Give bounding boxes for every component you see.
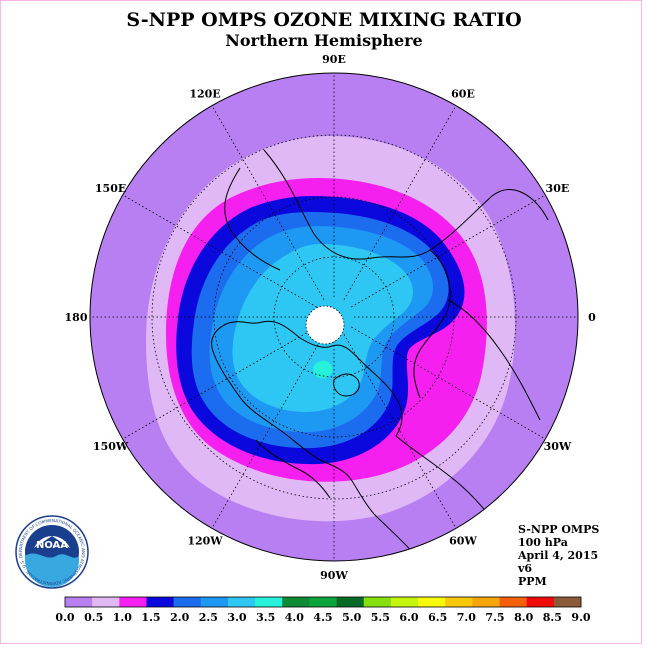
coast-alaska-canada (211, 320, 301, 401)
colorbar-swatch (227, 597, 256, 607)
coast-gulf-mexico (255, 439, 331, 499)
coastlines (211, 149, 549, 557)
colorbar-swatch (363, 597, 392, 607)
colorbar-swatch (418, 597, 446, 607)
colorbar-tick-label: 4.0 (285, 611, 304, 624)
longitude-labels: 90E 60E 30E 0 30W 60W 90W 120W 150W 180 150E 120E (65, 53, 597, 582)
info-version: v6 (517, 562, 532, 575)
meridian-line (211, 105, 325, 300)
info-instrument: S-NPP OMPS (518, 523, 599, 536)
lon-60w-label: 60W (449, 534, 477, 547)
coast-africa-north (447, 299, 541, 421)
lon-150w-label: 150W (93, 440, 129, 453)
colorbar-swatch (146, 597, 174, 607)
colorbar-tick-label: 8.0 (514, 611, 533, 624)
lat-circle-30 (151, 134, 517, 500)
coast-north-america (241, 399, 417, 557)
logo-ring-textpath: NATIONAL OCEANIC AND ATMOSPHERIC ADMINIS… (0, 0, 86, 586)
colorbar-tick-label: 5.5 (371, 611, 390, 624)
meridian-line (122, 194, 317, 308)
colorbar-swatch (282, 597, 310, 607)
band-3.5-4.0 (313, 360, 333, 379)
colorbar-tick-label: 7.0 (457, 611, 476, 624)
meridians (90, 73, 578, 561)
colorbar-swatch (173, 597, 202, 607)
graticule (90, 73, 578, 561)
page-title: S-NPP OMPS OZONE MIXING RATIO (126, 9, 521, 31)
page-subtitle: Northern Hemisphere (225, 31, 422, 50)
meridian-line (351, 194, 546, 308)
logo-text: NOAA (36, 540, 68, 551)
lon-150e-label: 150E (95, 182, 126, 195)
colorbar-tick-label: 1.5 (141, 611, 160, 624)
lon-90e-label: 90E (322, 53, 346, 66)
info-date: April 4, 2015 (517, 549, 598, 562)
info-units: PPM (518, 575, 547, 588)
lon-30w-label: 30W (544, 440, 572, 453)
colorbar-tick-label: 0.5 (84, 611, 103, 624)
colorbar-swatch (309, 597, 337, 607)
pole-no-data (305, 305, 345, 345)
colorbar-swatch (445, 597, 473, 607)
colorbar-outline (64, 596, 582, 608)
meridian-line (122, 326, 317, 440)
colorbar-swatch (92, 597, 120, 607)
meridian-line (351, 326, 546, 440)
colorbar-tick-label: 6.0 (399, 611, 418, 624)
coast-europe (413, 249, 451, 399)
colorbar-swatch (200, 597, 229, 607)
colorbar: 0.0 0.5 1.0 1.5 2.0 2.5 3.0 3.5 4.0 4.5 5.0 5.5 6.0 6… (55, 596, 591, 624)
lon-120w-label: 120W (187, 534, 223, 547)
colorbar-swatch (119, 597, 147, 607)
colorbar-swatch (255, 597, 283, 607)
colorbar-swatch (390, 597, 419, 607)
lon-180-label: 180 (65, 311, 88, 324)
colorbar-swatch (65, 597, 93, 607)
noaa-logo: NOAA NATIONAL OCEANIC AND ATMOSPHERIC AD… (0, 0, 89, 589)
colorbar-swatch (553, 597, 582, 607)
coast-eurasia (263, 149, 549, 260)
colorbar-tick-label: 1.0 (113, 611, 132, 624)
logo-wave-icon (25, 553, 79, 587)
map-boundary (89, 72, 579, 562)
lon-30e-label: 30E (546, 182, 570, 195)
coast-arctic-canada (299, 337, 403, 437)
colorbar-tick-label: 7.5 (485, 611, 504, 624)
colorbar-tick-label: 5.0 (342, 611, 361, 624)
lon-90w-label: 90W (320, 569, 348, 582)
band-3.0-3.5-east (356, 278, 400, 322)
colorbar-tick-label: 3.0 (227, 611, 246, 624)
logo-bird-icon (34, 536, 70, 548)
colorbar-tick-label: 8.5 (543, 611, 562, 624)
colorbar-tick-label: 9.0 (571, 611, 590, 624)
meridian-line (343, 105, 457, 300)
colorbar-tick-label: 3.5 (256, 611, 275, 624)
meridian-line (343, 334, 457, 529)
lon-60e-label: 60E (451, 88, 475, 101)
lon-0-label: 0 (588, 311, 596, 324)
coast-greenland (333, 373, 360, 397)
lon-120e-label: 120E (189, 88, 220, 101)
colorbar-swatch (336, 597, 365, 607)
colorbar-tick-label: 2.5 (199, 611, 218, 624)
logo-ring-text: NATIONAL OCEANIC AND ATMOSPHERIC ADMINIS… (0, 0, 86, 586)
colorbar-swatch (526, 597, 555, 607)
coast-east-siberia (224, 167, 281, 271)
colorbar-tick-label: 4.5 (313, 611, 332, 624)
colorbar-tick-label: 2.0 (170, 611, 189, 624)
colorbar-swatch (499, 597, 527, 607)
colorbar-tick-label: 6.5 (428, 611, 447, 624)
colorbar-tick-label: 0.0 (55, 611, 74, 624)
colorbar-swatch (472, 597, 500, 607)
info-block: S-NPP OMPS 100 hPa April 4, 2015 v6 PPM (517, 523, 599, 588)
info-level: 100 hPa (518, 536, 568, 549)
meridian-line (211, 334, 325, 529)
